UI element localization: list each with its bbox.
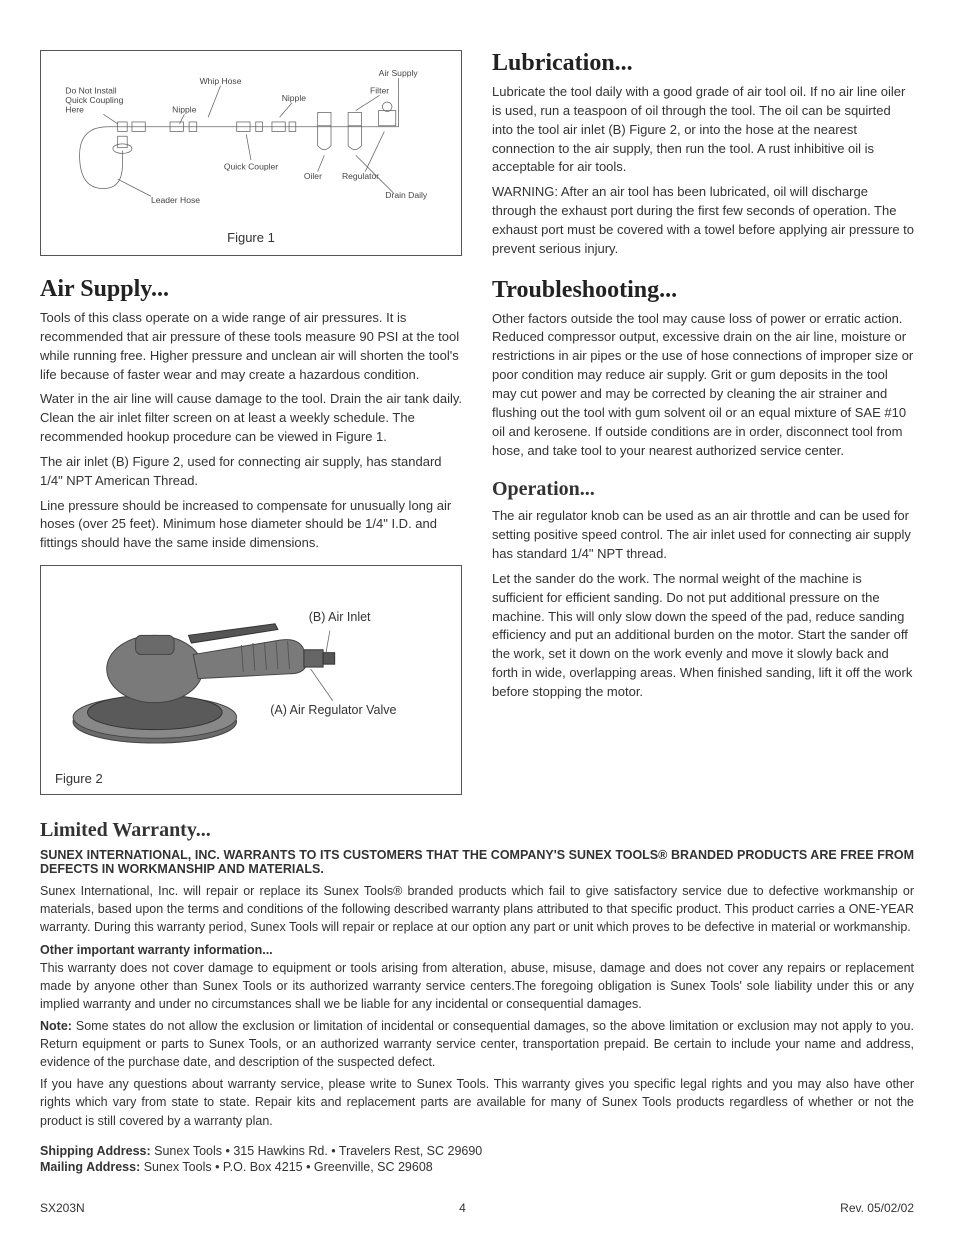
- air-supply-p1: Tools of this class operate on a wide ra…: [40, 309, 462, 384]
- mail-text: Sunex Tools • P.O. Box 4215 • Greenville…: [140, 1160, 433, 1174]
- warranty-p2: This warranty does not cover damage to e…: [40, 959, 914, 1013]
- label-air-supply: Air Supply: [379, 68, 419, 78]
- label-filter: Filter: [370, 85, 389, 95]
- callout-air-inlet: (B) Air Inlet: [309, 610, 371, 624]
- mail-label: Mailing Address:: [40, 1160, 140, 1174]
- lubrication-heading: Lubrication...: [492, 50, 914, 77]
- lubrication-p1: Lubricate the tool daily with a good gra…: [492, 83, 914, 177]
- warranty-p3-text: Some states do not allow the exclusion o…: [40, 1019, 914, 1069]
- label-oiler: Oiler: [304, 171, 322, 181]
- figure-1-diagram: Air Supply Filter Whip Hose Nipple Nippl…: [51, 61, 451, 221]
- air-supply-heading: Air Supply...: [40, 276, 462, 303]
- footer-right: Rev. 05/02/02: [840, 1201, 914, 1215]
- operation-heading: Operation...: [492, 478, 914, 501]
- warranty-p1: Sunex International, Inc. will repair or…: [40, 882, 914, 936]
- lubrication-p2: WARNING: After an air tool has been lubr…: [492, 183, 914, 258]
- note-label: Note:: [40, 1019, 72, 1033]
- label-leader-hose: Leader Hose: [151, 195, 200, 205]
- operation-p2: Let the sander do the work. The normal w…: [492, 570, 914, 702]
- footer-left: SX203N: [40, 1201, 85, 1215]
- label-no-install-2: Quick Coupling: [65, 95, 123, 105]
- air-supply-p2: Water in the air line will cause damage …: [40, 390, 462, 447]
- label-regulator: Regulator: [342, 171, 379, 181]
- warranty-bold-statement: SUNEX INTERNATIONAL, INC. WARRANTS TO IT…: [40, 848, 914, 876]
- label-quick-coupler: Quick Coupler: [224, 162, 278, 172]
- page-footer: SX203N 4 Rev. 05/02/02: [40, 1201, 914, 1215]
- mailing-address: Mailing Address: Sunex Tools • P.O. Box …: [40, 1160, 914, 1174]
- figure-2-caption: Figure 2: [49, 771, 453, 786]
- warranty-p3: Note: Some states do not allow the exclu…: [40, 1017, 914, 1071]
- label-nipple-1: Nipple: [282, 93, 307, 103]
- label-nipple-2: Nipple: [172, 104, 197, 114]
- warranty-sub-heading: Other important warranty information...: [40, 943, 914, 957]
- shipping-address: Shipping Address: Sunex Tools • 315 Hawk…: [40, 1144, 914, 1158]
- warranty-p4: If you have any questions about warranty…: [40, 1075, 914, 1129]
- ship-label: Shipping Address:: [40, 1144, 151, 1158]
- figure-2-box: (B) Air Inlet (A) Air Regulator Valve Fi…: [40, 565, 462, 795]
- operation-p1: The air regulator knob can be used as an…: [492, 507, 914, 564]
- footer-center: 4: [459, 1201, 466, 1215]
- troubleshooting-heading: Troubleshooting...: [492, 277, 914, 304]
- figure-1-caption: Figure 1: [51, 230, 451, 245]
- callout-air-regulator: (A) Air Regulator Valve: [270, 703, 396, 717]
- figure-2-diagram: (B) Air Inlet (A) Air Regulator Valve: [49, 574, 453, 764]
- label-no-install-1: Do Not Install: [65, 85, 116, 95]
- label-no-install-3: Here: [65, 104, 84, 114]
- figure-1-box: Air Supply Filter Whip Hose Nipple Nippl…: [40, 50, 462, 256]
- air-supply-p4: Line pressure should be increased to com…: [40, 497, 462, 554]
- ship-text: Sunex Tools • 315 Hawkins Rd. • Traveler…: [151, 1144, 483, 1158]
- label-whip-hose: Whip Hose: [200, 76, 242, 86]
- troubleshooting-p1: Other factors outside the tool may cause…: [492, 310, 914, 461]
- warranty-heading: Limited Warranty...: [40, 819, 914, 842]
- air-supply-p3: The air inlet (B) Figure 2, used for con…: [40, 453, 462, 491]
